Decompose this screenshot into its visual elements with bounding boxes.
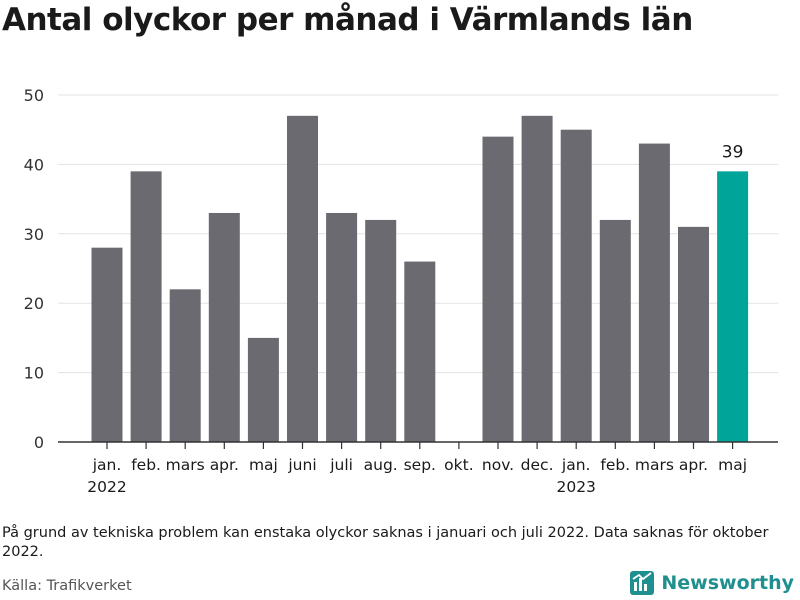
- y-tick-label: 40: [24, 155, 44, 174]
- bar: [247, 337, 279, 442]
- y-tick-label: 30: [24, 225, 44, 244]
- x-tick-label: jan.: [561, 456, 591, 474]
- x-tick-label: feb.: [131, 456, 161, 474]
- x-tick-label: juni: [287, 456, 316, 474]
- x-tick-label: sep.: [404, 456, 436, 474]
- x-tick-label: feb.: [600, 456, 630, 474]
- bar: [91, 247, 123, 442]
- x-tick-label: dec.: [521, 456, 554, 474]
- x-tick-label: apr.: [210, 456, 239, 474]
- bar: [208, 212, 240, 442]
- chart-title: Antal olyckor per månad i Värmlands län: [2, 2, 693, 38]
- bar: [717, 171, 749, 442]
- x-tick-label: maj: [718, 456, 747, 474]
- bar: [560, 129, 592, 442]
- chart-note: På grund av tekniska problem kan enstaka…: [2, 525, 769, 560]
- x-year-label: 2022: [87, 478, 126, 496]
- brand-name: Newsworthy: [661, 572, 794, 594]
- bar: [130, 171, 162, 442]
- x-tick-label: jan.: [92, 456, 122, 474]
- newsworthy-logo-icon: [630, 571, 655, 595]
- x-tick-label: okt.: [444, 456, 473, 474]
- bar: [678, 226, 709, 442]
- bar: [169, 289, 201, 442]
- x-tick-label: apr.: [679, 456, 708, 474]
- bar: [326, 212, 358, 442]
- x-tick-label: nov.: [482, 456, 514, 474]
- x-year-label: 2023: [556, 478, 595, 496]
- y-tick-label: 20: [24, 294, 44, 313]
- source-label: Källa: Trafikverket: [2, 578, 132, 594]
- x-tick-label: aug.: [364, 456, 398, 474]
- bar: [599, 219, 631, 442]
- y-tick-label: 10: [24, 364, 44, 383]
- x-tick-label: maj: [249, 456, 278, 474]
- x-tick-label: mars: [166, 456, 205, 474]
- bar: [638, 143, 670, 442]
- brand-logo: Newsworthy: [629, 570, 794, 596]
- bar: [365, 219, 397, 442]
- y-tick-label: 0: [34, 433, 44, 452]
- y-tick-label: 50: [24, 86, 44, 105]
- bar: [521, 115, 553, 442]
- bar: [287, 115, 318, 442]
- x-tick-label: juli: [329, 456, 353, 474]
- x-tick-label: mars: [635, 456, 674, 474]
- bar: [482, 136, 514, 442]
- bar-data-label: 39: [722, 142, 744, 162]
- bar: [404, 261, 436, 442]
